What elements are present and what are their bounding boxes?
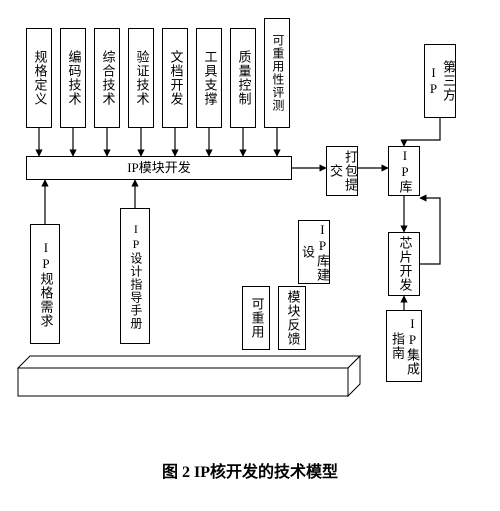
- node-ip-module-dev: IP模块开发: [26, 156, 292, 180]
- figure-caption: 图 2 IP核开发的技术模型: [0, 458, 500, 482]
- node-third-party: 第三方IP: [424, 44, 456, 118]
- node-coding-tech: 编码技术: [60, 28, 86, 128]
- node-spec-def: 规格定义: [26, 28, 52, 128]
- node-lib-build: IP库建设: [298, 220, 330, 284]
- node-reuse-eval: 可重用性评测: [264, 18, 290, 128]
- node-ip-guide: IP集成指南: [386, 310, 422, 382]
- node-ip-reqs: IP规格需求: [30, 224, 60, 344]
- node-doc-dev: 文档开发: [162, 28, 188, 128]
- node-feedback: 模块反馈: [278, 286, 306, 350]
- node-verify-tech: 验证技术: [128, 28, 154, 128]
- node-pack-submit: 打包提交: [326, 146, 358, 196]
- node-ip-lib: IP库: [388, 146, 420, 196]
- node-design-manual: IP设计指导手册: [120, 208, 150, 344]
- node-reuse: 可重用: [242, 286, 270, 350]
- node-synth-tech: 综合技术: [94, 28, 120, 128]
- node-tool-support: 工具支撑: [196, 28, 222, 128]
- diagram-canvas: 规格定义 编码技术 综合技术 验证技术 文档开发 工具支撑 质量控制 可重用性评…: [0, 0, 500, 511]
- bar-3d: [18, 356, 360, 396]
- node-quality-ctrl: 质量控制: [230, 28, 256, 128]
- node-chip-dev: 芯片开发: [388, 232, 420, 296]
